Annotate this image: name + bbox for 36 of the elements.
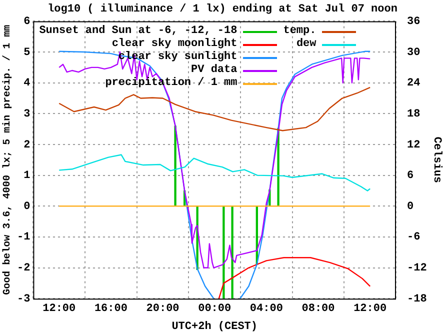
legend-label: Sunset and Sun at -6, -12, -18 bbox=[39, 25, 238, 38]
y2-tick-label: 12 bbox=[406, 139, 420, 152]
y2-tick-label: 18 bbox=[406, 108, 421, 120]
y-tick-label: 1 bbox=[24, 170, 31, 182]
y2-tick-label: 30 bbox=[406, 46, 420, 59]
x-axis-title: UTC+2h (CEST) bbox=[172, 321, 258, 334]
x-tick-label: 04:00 bbox=[250, 302, 283, 315]
legend-label: PV data bbox=[190, 64, 238, 77]
y-tick-label: 2 bbox=[24, 139, 30, 152]
y-tick-label: 0 bbox=[24, 200, 30, 213]
x-tick-label: 00:00 bbox=[198, 302, 232, 315]
y-axis-title: Good below 3.6, 4000 lx; 5 min precip. / 1 mm bbox=[2, 24, 14, 295]
y2-tick-label: 0 bbox=[406, 200, 414, 213]
y2-axis-title: Celsius bbox=[430, 136, 443, 184]
x-tick-label: 12:00 bbox=[354, 302, 387, 315]
legend-label: clear sky moonlight bbox=[110, 38, 238, 51]
x-tick-label: 20:00 bbox=[146, 302, 180, 315]
y2-tick-label: 6 bbox=[406, 170, 414, 182]
y-tick-label: 4 bbox=[24, 78, 31, 90]
x-tick-label: 12:00 bbox=[42, 302, 76, 315]
x-tick-label: 16:00 bbox=[94, 302, 128, 315]
y-tick-label: -3 bbox=[17, 293, 31, 306]
y-tick-label: 5 bbox=[24, 46, 31, 59]
x-tick-label: 08:00 bbox=[302, 302, 335, 315]
y2-tick-label: -6 bbox=[406, 232, 420, 244]
chart-title: log10 ( illuminance / 1 lx) ending at Sat Jul 07 noon bbox=[48, 3, 398, 16]
y2-tick-label: -18 bbox=[406, 293, 428, 306]
y2-tick-label: -12 bbox=[406, 262, 427, 275]
y2-tick-label: 36 bbox=[406, 16, 420, 28]
y-tick-label: 6 bbox=[24, 16, 30, 28]
legend-label: temp. bbox=[283, 25, 316, 38]
legend-label: dew bbox=[295, 38, 316, 52]
y2-tick-label: 24 bbox=[406, 78, 421, 90]
y-tick-label: 3 bbox=[24, 108, 31, 120]
y-tick-label: -2 bbox=[17, 262, 30, 275]
y-tick-label: -1 bbox=[17, 232, 31, 244]
